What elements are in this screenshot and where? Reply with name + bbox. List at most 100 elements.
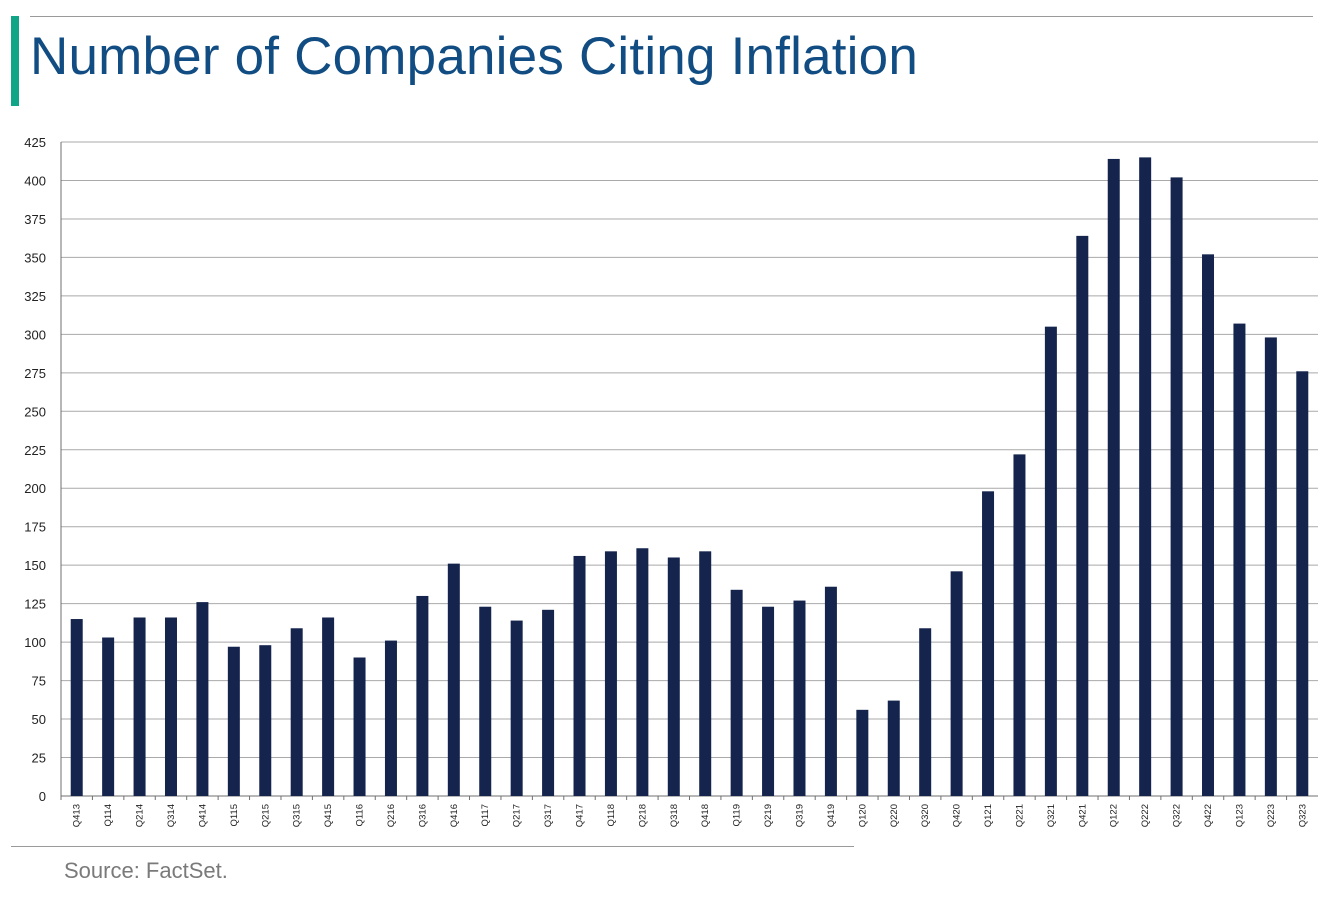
bar-q217: [510, 620, 523, 796]
x-tick-label: Q418: [700, 804, 711, 827]
chart-gridlines: [60, 141, 1318, 800]
bar-q119: [730, 589, 743, 796]
x-tick-label: Q417: [575, 804, 586, 827]
y-tick-label: 50: [32, 712, 46, 727]
x-tick-label: Q413: [72, 804, 83, 827]
x-tick-label: Q116: [355, 804, 366, 827]
bar-q422: [1202, 254, 1215, 797]
bar-q421: [1076, 235, 1089, 796]
x-tick-label: Q114: [103, 804, 114, 827]
y-tick-label: 175: [24, 520, 46, 535]
y-tick-label: 375: [24, 212, 46, 227]
bar-q314: [164, 617, 177, 796]
x-tick-label: Q222: [1140, 804, 1151, 827]
bar-q219: [762, 606, 775, 796]
bar-q415: [322, 617, 335, 796]
bar-q116: [353, 657, 366, 796]
x-tick-label: Q320: [920, 804, 931, 827]
bar-q223: [1264, 337, 1277, 796]
chart-bars: [70, 157, 1309, 797]
bar-q416: [447, 563, 460, 796]
bar-q216: [384, 640, 397, 796]
bottom-divider: [11, 846, 854, 847]
source-note: Source: FactSet.: [64, 858, 228, 883]
bar-q222: [1139, 157, 1152, 796]
x-tick-label: Q322: [1172, 804, 1183, 827]
x-tick-label: Q214: [135, 804, 146, 827]
bar-chart: 0 25 50 75 100 125 150 175 200 225 250 275 300 325 350…: [24, 135, 1318, 827]
x-tick-label: Q318: [669, 804, 680, 827]
bar-q122: [1107, 158, 1120, 796]
y-tick-label: 125: [24, 597, 46, 612]
bar-q115: [227, 646, 240, 796]
y-tick-label: 25: [32, 751, 46, 766]
bar-q317: [542, 609, 555, 796]
y-tick-label: 75: [32, 674, 46, 689]
bar-q123: [1233, 323, 1246, 796]
y-tick-label: 300: [24, 327, 46, 342]
x-tick-label: Q419: [826, 804, 837, 827]
bar-q118: [604, 551, 617, 796]
bar-q318: [667, 557, 680, 796]
x-tick-label: Q220: [889, 804, 900, 827]
x-tick-label: Q218: [637, 804, 648, 827]
bar-q121: [982, 491, 995, 796]
x-tick-label: Q215: [260, 804, 271, 827]
y-tick-label: 200: [24, 481, 46, 496]
x-tick-label: Q421: [1077, 804, 1088, 827]
x-tick-label: Q216: [386, 804, 397, 827]
bar-q214: [133, 617, 146, 796]
x-tick-label: Q422: [1203, 804, 1214, 827]
x-tick-label: Q118: [606, 804, 617, 827]
bar-q215: [259, 645, 272, 796]
x-tick-label: Q123: [1234, 804, 1245, 827]
y-tick-label: 250: [24, 404, 46, 419]
bar-q218: [636, 548, 649, 796]
bar-q419: [824, 586, 837, 796]
x-axis-tick-labels: Q413 Q114 Q214 Q314 Q414 Q115 Q215 Q315 Q415 Q116…: [72, 804, 1309, 827]
x-tick-label: Q415: [323, 804, 334, 827]
x-tick-label: Q122: [1109, 804, 1120, 827]
bar-q413: [70, 619, 83, 796]
bar-q220: [887, 700, 900, 796]
y-tick-label: 150: [24, 558, 46, 573]
x-tick-label: Q316: [417, 804, 428, 827]
x-tick-label: Q219: [763, 804, 774, 827]
y-tick-label: 100: [24, 635, 46, 650]
top-divider: [30, 16, 1313, 17]
bar-q420: [950, 571, 963, 796]
x-tick-label: Q416: [449, 804, 460, 827]
y-tick-label: 275: [24, 366, 46, 381]
bar-q316: [416, 595, 429, 796]
bar-q120: [856, 709, 869, 796]
x-tick-label: Q420: [952, 804, 963, 827]
x-tick-label: Q121: [983, 804, 994, 827]
y-tick-label: 225: [24, 443, 46, 458]
x-tick-label: Q120: [857, 804, 868, 827]
x-tick-label: Q315: [292, 804, 303, 827]
bar-q117: [479, 606, 492, 796]
x-tick-label: Q323: [1297, 804, 1308, 827]
bar-q418: [699, 551, 712, 796]
y-tick-label: 425: [24, 135, 46, 150]
x-tick-label: Q414: [197, 804, 208, 827]
x-tick-label: Q223: [1266, 804, 1277, 827]
x-tick-label: Q321: [1046, 804, 1057, 827]
bar-q320: [919, 628, 932, 796]
y-axis-tick-labels: 0 25 50 75 100 125 150 175 200 225 250 275 300 325 350…: [24, 135, 46, 804]
bar-q114: [102, 637, 115, 796]
x-tick-label: Q117: [480, 804, 491, 827]
x-tick-label: Q221: [1014, 804, 1025, 827]
bar-q417: [573, 555, 586, 796]
y-tick-label: 350: [24, 250, 46, 265]
y-tick-label: 400: [24, 173, 46, 188]
bar-q221: [1013, 454, 1026, 796]
x-tick-label: Q119: [732, 804, 743, 827]
bar-q315: [290, 628, 303, 796]
bar-q322: [1170, 177, 1183, 796]
bar-q321: [1044, 326, 1057, 796]
y-tick-label: 325: [24, 289, 46, 304]
bar-q323: [1296, 371, 1309, 796]
bar-q319: [793, 600, 806, 796]
x-tick-label: Q319: [794, 804, 805, 827]
